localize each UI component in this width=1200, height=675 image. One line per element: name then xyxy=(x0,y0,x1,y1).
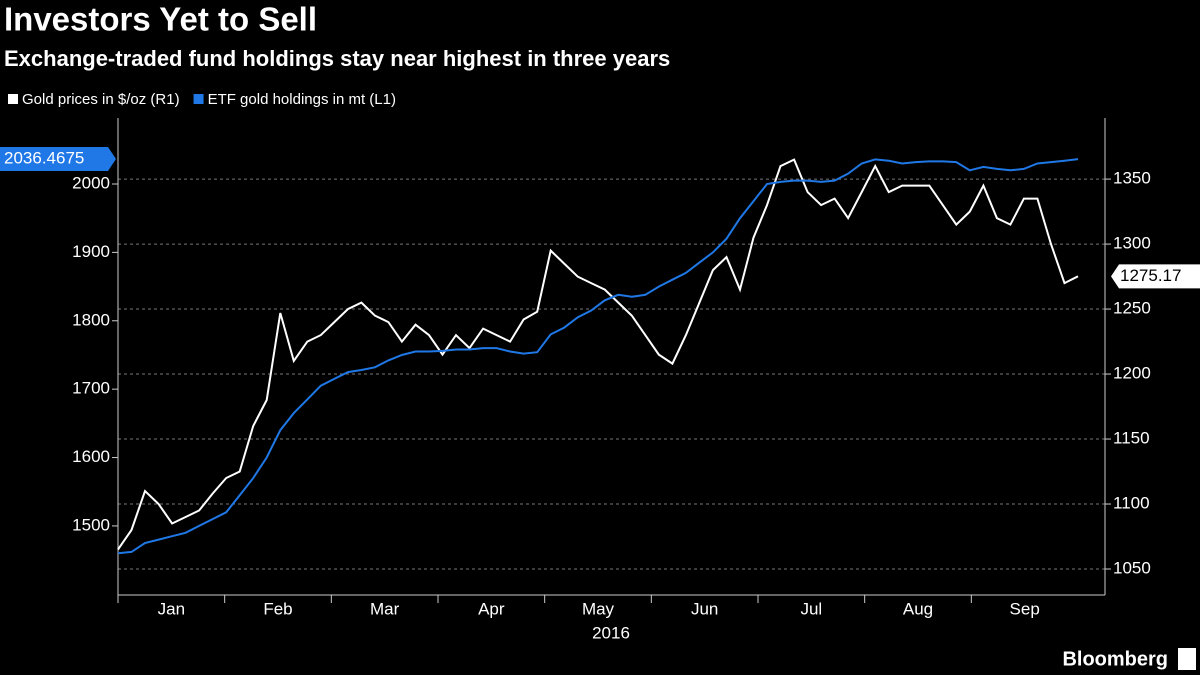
y-tick-label: 2000 xyxy=(72,173,110,192)
y2-tick-label: 1250 xyxy=(1113,299,1151,318)
line-series xyxy=(117,158,1079,555)
y2-tick-label: 1150 xyxy=(1113,429,1150,448)
y-tick-label: 1700 xyxy=(72,379,110,398)
last-value-label: 2036.4675 xyxy=(4,149,84,168)
y-tick-label: 1600 xyxy=(72,447,110,466)
y-tick-label: 1800 xyxy=(72,310,110,329)
x-tick-label: Aug xyxy=(903,599,933,618)
line-series xyxy=(117,158,1079,551)
last-value-flag xyxy=(0,147,116,172)
y2-tick-label: 1100 xyxy=(1113,494,1150,513)
y2-tick-label: 1300 xyxy=(1113,234,1151,253)
x-tick-label: Jan xyxy=(158,599,185,618)
x-tick-label: Apr xyxy=(478,599,505,618)
legend-label: ETF gold holdings in mt (L1) xyxy=(208,91,396,108)
x-tick-label: Mar xyxy=(370,599,400,618)
x-tick-label: Jun xyxy=(691,599,718,618)
y2-tick-label: 1200 xyxy=(1113,364,1151,383)
x-tick-label: Feb xyxy=(263,599,292,618)
x-tick-label: Sep xyxy=(1010,599,1040,618)
legend-label: Gold prices in $/oz (R1) xyxy=(22,91,180,108)
y2-tick-label: 1050 xyxy=(1113,558,1151,577)
last-value-flag xyxy=(1111,264,1200,289)
chart-subtitle: Exchange-traded fund holdings stay near … xyxy=(4,46,670,71)
chart-title: Investors Yet to Sell xyxy=(4,1,317,38)
source-logo: Bloomberg xyxy=(1062,648,1168,670)
legend-swatch xyxy=(193,94,204,104)
y-tick-label: 1900 xyxy=(72,242,110,261)
y-tick-label: 1500 xyxy=(72,515,110,534)
x-tick-label: Jul xyxy=(800,599,822,618)
x-tick-label: May xyxy=(582,599,615,618)
logo-icon xyxy=(1178,648,1196,670)
y2-tick-label: 1350 xyxy=(1113,169,1151,188)
legend-swatch xyxy=(8,94,18,104)
x-axis-label: 2016 xyxy=(592,623,630,642)
last-value-label: 1275.17 xyxy=(1120,266,1181,285)
